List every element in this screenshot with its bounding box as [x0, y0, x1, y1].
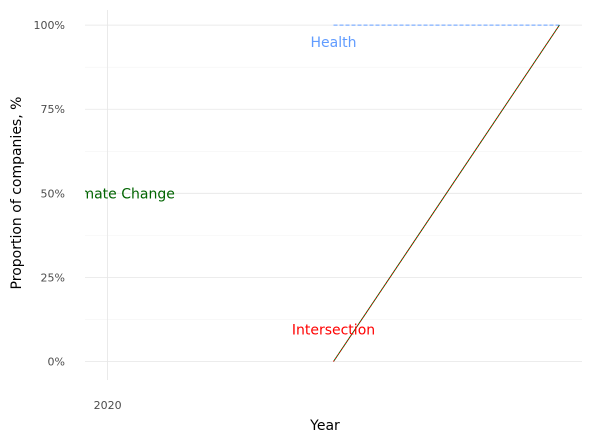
y-tick-label: 50%: [41, 187, 65, 200]
annotation-climate-change: Climate Change: [63, 186, 175, 202]
y-tick-label: 75%: [41, 103, 65, 116]
annotation-health: Health: [311, 35, 357, 51]
minor-gridlines: [85, 66, 582, 320]
x-axis-title: Year: [309, 418, 340, 434]
series-line-climate-change: [333, 24, 560, 362]
x-tick-label: 2020: [94, 399, 122, 412]
x-axis-ticks: 2020: [94, 399, 122, 412]
y-tick-label: 25%: [41, 271, 65, 284]
y-tick-label: 0%: [48, 356, 65, 369]
y-axis-title: Proportion of companies, %: [9, 97, 25, 290]
y-tick-label: 100%: [34, 19, 65, 32]
annotation-intersection: Intersection: [292, 323, 375, 339]
series-layer: [333, 24, 560, 362]
y-axis-ticks: 0% 25% 50% 75% 100%: [34, 19, 65, 368]
annotation-layer: Health Climate Change Intersection: [63, 35, 375, 339]
